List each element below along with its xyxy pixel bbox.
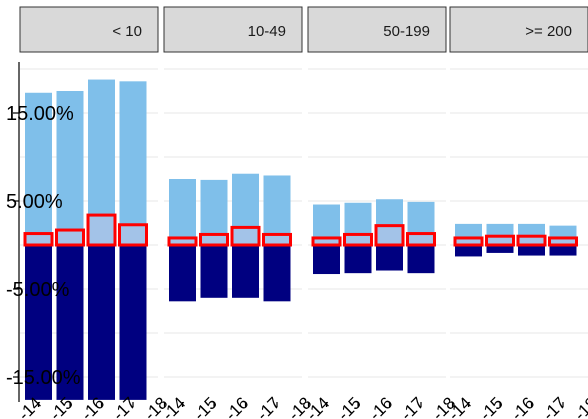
bar-net-3-1 [485, 234, 515, 247]
x-tick-label-3-3: -17 [539, 393, 570, 419]
bar-net-1-1 [199, 232, 229, 247]
bar-net-3-3 [548, 236, 578, 247]
x-tick-label-2-0: -14 [303, 393, 334, 419]
facet-strip-3 [449, 6, 588, 53]
bar-negative-3-0 [455, 245, 482, 257]
bar-negative-1-3 [263, 245, 291, 302]
bar-negative-3-1 [486, 245, 514, 253]
bar-positive-1-0 [169, 179, 196, 245]
bar-negative-3-2 [518, 245, 545, 256]
y-tick-label-3: -15.00% [6, 367, 81, 389]
bar-negative-2-2 [376, 245, 403, 271]
bar-net-2-2 [374, 224, 405, 247]
bar-net-0-2 [86, 213, 117, 247]
bar-net-3-0 [453, 236, 484, 247]
bar-net-0-0 [23, 232, 54, 247]
bar-negative-0-2 [88, 245, 115, 400]
bar-negative-3-3 [549, 245, 577, 256]
x-tick-label-1-1: -15 [190, 393, 221, 419]
facet-strip-2 [307, 6, 447, 53]
facet-label-3: >= 200 [525, 23, 572, 40]
facet-label-0: < 10 [112, 23, 142, 40]
bar-net-0-1 [55, 228, 85, 247]
bar-negative-0-3 [119, 245, 147, 400]
x-tick-label-1-0: -14 [159, 393, 190, 419]
y-tick-label-1: 5.00% [6, 191, 63, 213]
bar-positive-0-1 [56, 91, 84, 245]
bar-positive-0-0 [25, 92, 52, 245]
bar-net-3-2 [516, 234, 547, 247]
bar-negative-2-3 [407, 245, 435, 274]
bar-negative-1-0 [169, 245, 196, 302]
bar-net-2-3 [406, 232, 436, 247]
bar-negative-1-2 [232, 245, 259, 298]
bar-net-0-3 [118, 223, 148, 247]
bar-negative-1-1 [200, 245, 228, 298]
bar-net-1-3 [262, 232, 292, 247]
x-tick-label-2-2: -16 [366, 393, 397, 419]
facet-label-1: 10-49 [248, 23, 286, 40]
bar-positive-0-3 [119, 81, 147, 245]
facet-strip-0 [19, 6, 159, 53]
x-tick-label-2-1: -15 [334, 393, 365, 419]
x-tick-label-3-4: -18 [571, 393, 588, 419]
bar-negative-2-0 [313, 245, 340, 275]
bar-net-1-2 [230, 225, 261, 247]
bar-net-2-0 [311, 236, 342, 247]
x-tick-label-1-3: -17 [253, 393, 284, 419]
bar-net-2-1 [343, 232, 373, 247]
facet-label-2: 50-199 [383, 23, 430, 40]
x-tick-label-2-3: -17 [397, 393, 428, 419]
y-tick-label-0: 15.00% [6, 103, 74, 125]
facet-strip-1 [163, 6, 303, 53]
bar-negative-0-1 [56, 245, 84, 400]
x-tick-label-3-1: -15 [476, 393, 507, 419]
bar-negative-2-1 [344, 245, 372, 274]
x-tick-label-1-2: -16 [222, 393, 253, 419]
y-tick-label-2: -5.00% [6, 279, 70, 301]
bar-negative-0-0 [25, 245, 52, 400]
x-tick-label-3-2: -16 [508, 393, 539, 419]
bar-net-1-0 [167, 236, 198, 247]
